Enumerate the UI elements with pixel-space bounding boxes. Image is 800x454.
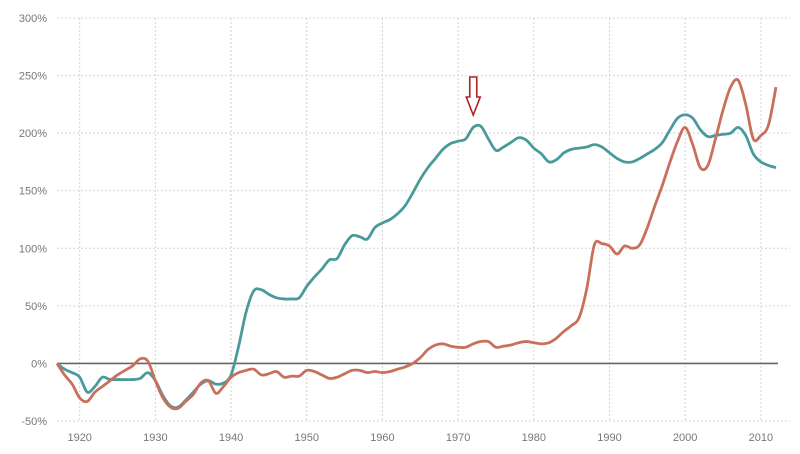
x-tick-label: 1970 — [446, 432, 470, 444]
x-tick-label: 1980 — [522, 432, 546, 444]
y-tick-label: 300% — [19, 13, 47, 25]
x-tick-label: 1960 — [370, 432, 394, 444]
y-tick-label: 150% — [19, 186, 47, 198]
y-tick-label: 250% — [19, 71, 47, 83]
x-tick-label: 1940 — [219, 432, 243, 444]
y-tick-label: 200% — [19, 128, 47, 140]
x-tick-label: 1990 — [597, 432, 621, 444]
series — [55, 77, 778, 411]
x-tick-label: 1920 — [67, 432, 91, 444]
x-tick-label: 1930 — [143, 432, 167, 444]
x-tick-label: 2010 — [749, 432, 773, 444]
down-arrow-icon — [465, 76, 482, 118]
y-tick-label: 100% — [19, 243, 47, 255]
axis-ticks: -50% 0% 50% 100% 150% 200% 250% 300% 1920 1930 194… — [19, 13, 773, 444]
y-tick-label: 50% — [25, 301, 47, 313]
series-line-orange — [55, 77, 778, 411]
x-tick-label: 1950 — [295, 432, 319, 444]
x-tick-label: 2000 — [673, 432, 697, 444]
y-tick-label: -50% — [21, 416, 47, 428]
y-tick-label: 0% — [31, 358, 47, 370]
annotations — [465, 76, 482, 118]
grid — [57, 17, 790, 422]
